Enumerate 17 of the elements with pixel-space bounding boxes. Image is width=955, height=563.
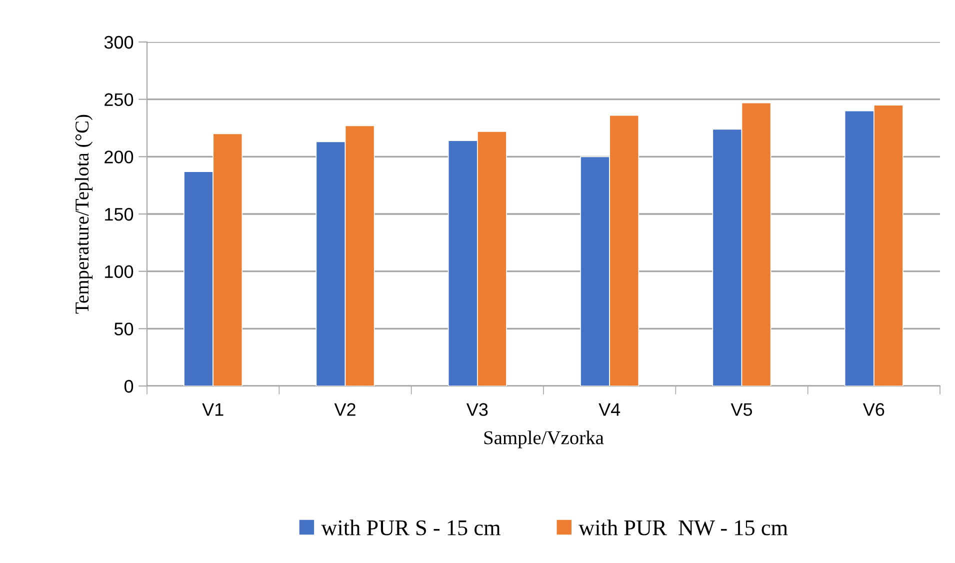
x-tick-label: V6 (862, 403, 884, 416)
x-tick-label: V2 (334, 403, 356, 416)
y-tick-label: 100 (105, 265, 134, 278)
y-tick-label: 50 (114, 322, 134, 336)
legend-label: with PUR S - 15 cm (321, 520, 500, 536)
x-axis-title: Sample/Vzorka (484, 430, 604, 448)
x-tick-label: V3 (466, 403, 488, 416)
y-axis-title: Temperature/Teplota (°C) (74, 114, 93, 314)
x-tick-label: V1 (202, 403, 224, 416)
y-tick-label: 150 (105, 208, 134, 221)
legend-label: with PUR NW - 15 cm (578, 520, 788, 536)
y-tick-label: 300 (104, 36, 134, 49)
y-tick-label: 0 (124, 380, 134, 393)
x-tick-label: V4 (598, 403, 620, 416)
y-tick-label: 250 (104, 93, 134, 106)
y-tick-label: 200 (104, 150, 134, 164)
x-tick-label: V5 (730, 403, 752, 416)
